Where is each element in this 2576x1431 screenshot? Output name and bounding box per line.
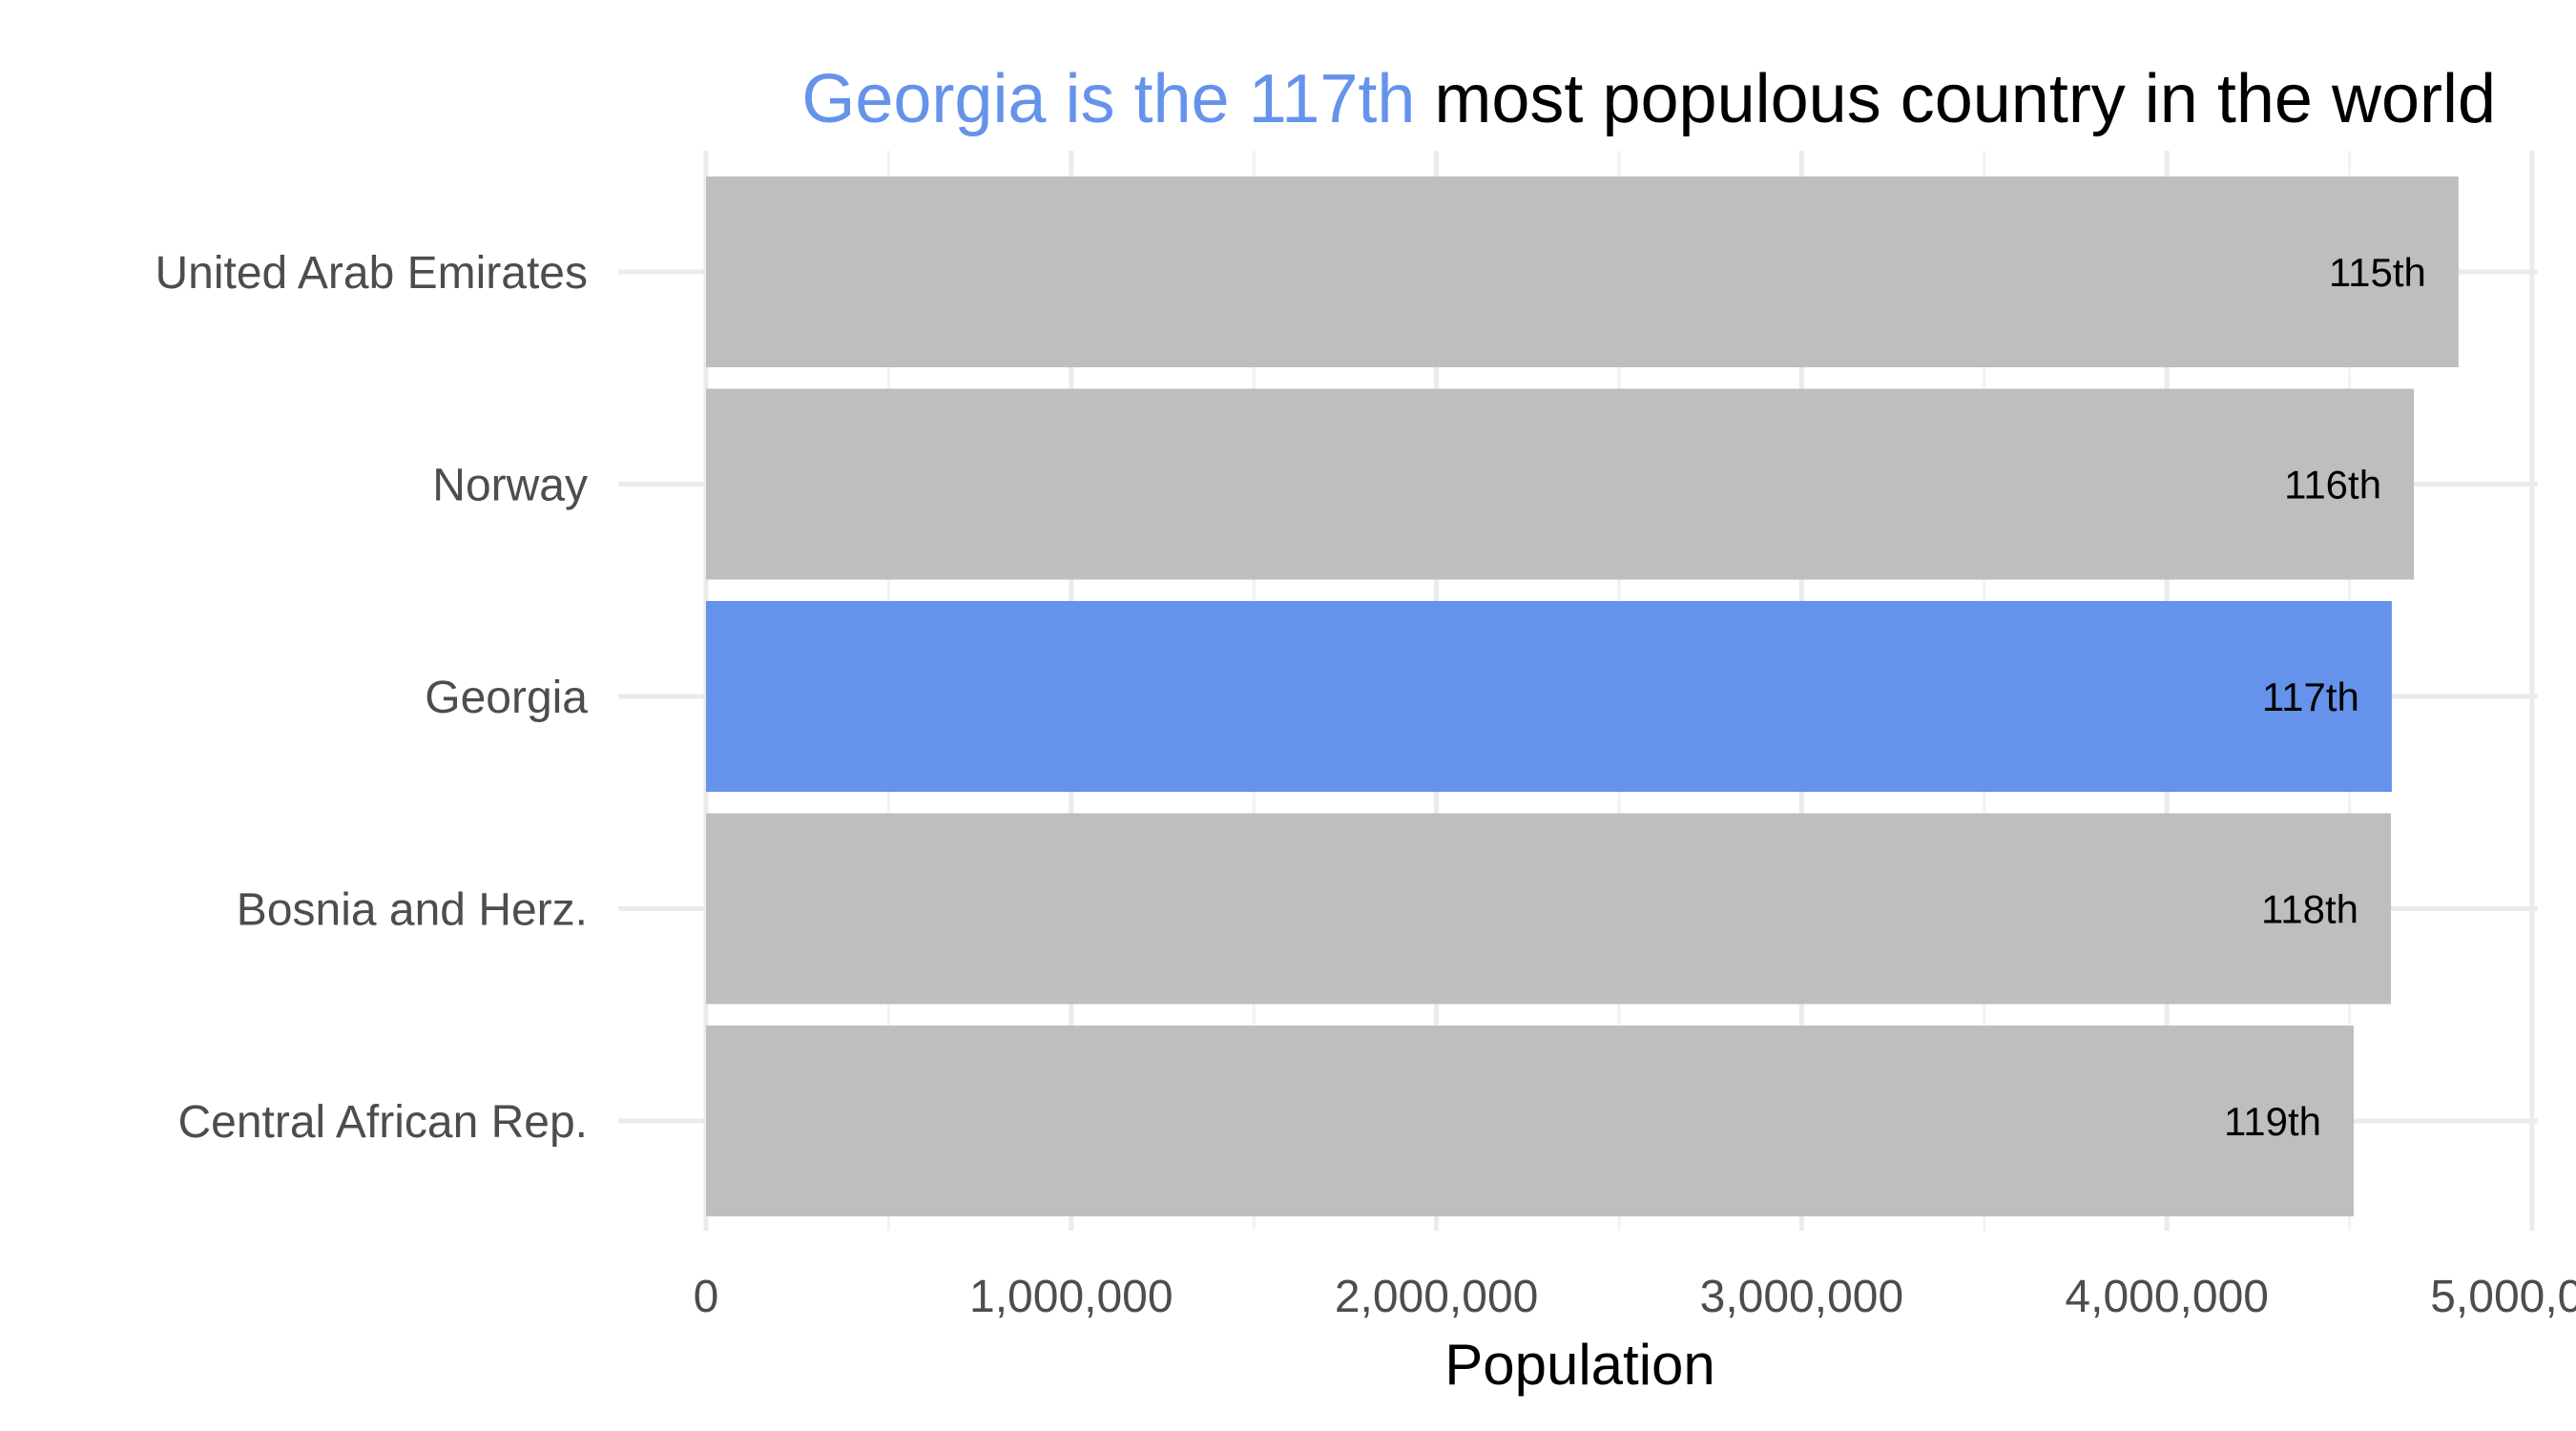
- y-tick-label: Central African Rep.: [177, 1097, 588, 1148]
- y-tick-label: Bosnia and Herz.: [237, 885, 588, 936]
- bar: [706, 813, 2392, 1005]
- x-tick-label: 5,000,000: [2430, 1272, 2576, 1322]
- x-tick-label: 4,000,000: [2065, 1272, 2269, 1322]
- y-tick-label: Norway: [432, 461, 588, 511]
- chart-title-highlight: Georgia is the 117th: [801, 61, 1415, 137]
- y-tick-label: United Arab Emirates: [155, 248, 588, 299]
- chart-title-rest: most populous country in the world: [1415, 61, 2496, 137]
- x-tick-label: 3,000,000: [1700, 1272, 1904, 1322]
- bar-rank-label: 117th: [2262, 674, 2359, 719]
- y-axis-tick-labels: United Arab Emirates Norway Georgia Bosnia …: [155, 248, 588, 1148]
- bar: [706, 1026, 2354, 1216]
- x-tick-label: 1,000,000: [969, 1272, 1174, 1322]
- x-axis-title: Population: [1444, 1333, 1715, 1397]
- bar-rank-label: 115th: [2329, 250, 2426, 295]
- bar-data-labels: 115th 116th 117th 118th 119th: [2224, 250, 2426, 1144]
- bar: [706, 176, 2459, 367]
- bar: [706, 388, 2415, 580]
- x-axis-tick-labels: 0 1,000,000 2,000,000 3,000,000 4,000,000 5,0…: [694, 1272, 2576, 1322]
- bar: [706, 601, 2392, 792]
- bar-rank-label: 119th: [2224, 1099, 2321, 1144]
- x-tick-label: 0: [694, 1272, 719, 1322]
- x-tick-label: 2,000,000: [1335, 1272, 1539, 1322]
- chart-title: Georgia is the 117th most populous count…: [801, 61, 2496, 137]
- bars: [706, 176, 2459, 1216]
- bar-rank-label: 116th: [2284, 463, 2381, 508]
- y-tick-label: Georgia: [425, 673, 588, 723]
- bar-rank-label: 118th: [2261, 887, 2358, 932]
